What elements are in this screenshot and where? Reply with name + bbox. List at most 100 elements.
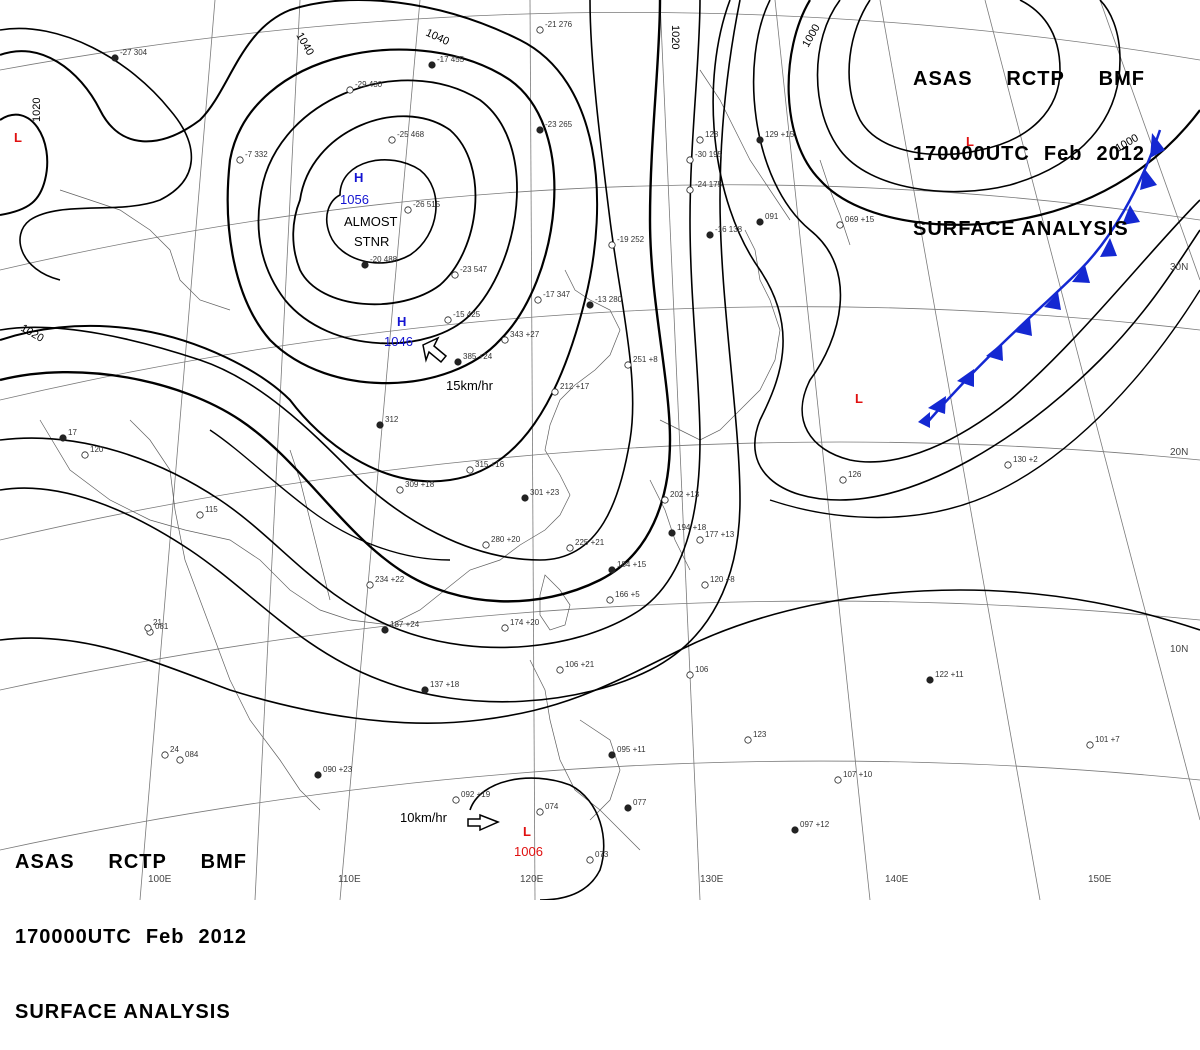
station-marker (686, 671, 694, 679)
station-label: -23 265 (545, 120, 573, 129)
station-label: 177 +13 (705, 530, 735, 539)
station-marker (59, 434, 67, 442)
lon-label: 130E (700, 874, 724, 885)
station-marker (706, 231, 714, 239)
station-label: 122 +11 (935, 670, 964, 679)
station-marker (624, 361, 632, 369)
station-label: -17 455 (437, 55, 465, 64)
station-label: 385 +24 (463, 352, 493, 361)
high-center-value: 1046 (384, 334, 413, 349)
station-marker (452, 796, 460, 804)
header-code: BMF (200, 851, 247, 873)
lon-label: 110E (338, 874, 361, 885)
station-label: 128 (705, 130, 719, 139)
station-label: 091 (765, 212, 779, 221)
header-title: SURFACE ANALYSIS (913, 218, 1129, 240)
station-label: 312 (385, 415, 399, 424)
station-label: 225 +21 (575, 538, 605, 547)
header-month: Feb (145, 926, 185, 948)
header-line-1: ASAS RCTP BMF (15, 850, 247, 875)
station-marker (608, 566, 616, 574)
station-marker (236, 156, 244, 164)
station-label: 077 (633, 798, 647, 807)
station-label: -7 332 (245, 150, 268, 159)
station-marker (81, 451, 89, 459)
station-label: 084 (185, 750, 199, 759)
station-marker (661, 496, 669, 504)
station-label: 137 +18 (430, 680, 460, 689)
station-marker (839, 476, 847, 484)
weather-chart: -27 304 -7 332 -29 430 -17 455 -25 468 -26 51… (0, 0, 1200, 900)
cold-front (918, 129, 1165, 428)
header-time: 170000UTC (15, 926, 132, 948)
station-marker (376, 421, 384, 429)
station-label: 129 +15 (765, 130, 795, 139)
graticule (0, 0, 1200, 900)
station-label: 107 +10 (843, 770, 873, 779)
station-marker (624, 804, 632, 812)
station-label: -19 252 (617, 235, 645, 244)
station-label: 280 +20 (491, 535, 521, 544)
station-marker (111, 54, 119, 62)
station-marker (346, 86, 354, 94)
station-label: 115 (205, 505, 218, 514)
station-marker (1004, 461, 1012, 469)
station-marker (366, 581, 374, 589)
station-label: -15 425 (453, 310, 481, 319)
station-label: -21 276 (545, 20, 573, 29)
lon-label: 100E (148, 874, 172, 885)
station-label: -20 488 (370, 255, 398, 264)
station-label: 194 +18 (677, 523, 707, 532)
header-year: 2012 (1096, 143, 1145, 165)
station-marker (744, 736, 752, 744)
low-center-letter: L (523, 824, 531, 839)
chart-header-top: ASAS RCTP BMF 170000UTC Feb 2012 SURFACE… (913, 17, 1145, 267)
low-center-value: 1006 (514, 844, 543, 859)
header-title: SURFACE ANALYSIS (15, 1001, 231, 1023)
station-label: -23 547 (460, 265, 488, 274)
station-marker (388, 136, 396, 144)
station-marker (421, 686, 429, 694)
isobar-label: 1020 (669, 25, 681, 49)
station-label: -26 515 (413, 200, 441, 209)
station-label: 101 +7 (1095, 735, 1120, 744)
coordinate-labels: 100E 110E 120E 130E 140E 150E 30N 20N 10… (148, 262, 1188, 885)
station-marker (836, 221, 844, 229)
station-label: -16 138 (715, 225, 743, 234)
station-label: 212 +17 (560, 382, 590, 391)
station-label: -30 195 (695, 150, 723, 159)
station-label: -29 430 (355, 80, 383, 89)
station-label: 187 +24 (390, 620, 420, 629)
station-marker (404, 206, 412, 214)
station-label: 130 +2 (1013, 455, 1038, 464)
station-label: 095 +11 (617, 745, 646, 754)
station-marker (536, 808, 544, 816)
station-marker (451, 271, 459, 279)
station-marker (501, 336, 509, 344)
station-marker (454, 358, 462, 366)
station-label: 074 (545, 802, 559, 811)
station-marker (144, 624, 152, 632)
station-marker (428, 61, 436, 69)
lon-label: 140E (885, 874, 909, 885)
header-agency: ASAS (15, 851, 75, 873)
header-line-1: ASAS RCTP BMF (913, 67, 1145, 92)
station-marker (668, 529, 676, 537)
low-center-letter: L (966, 134, 974, 149)
motion-arrows (422, 336, 500, 832)
station-label: 309 +18 (405, 480, 435, 489)
station-marker (791, 826, 799, 834)
lat-label: 10N (1170, 644, 1188, 655)
station-label: 106 +21 (565, 660, 595, 669)
station-label: 343 +27 (510, 330, 540, 339)
station-marker (482, 541, 490, 549)
station-label: 251 +8 (633, 355, 658, 364)
station-marker (756, 136, 764, 144)
station-label: 301 +23 (530, 488, 560, 497)
high-center-value: 1056 (340, 192, 369, 207)
header-time: 170000UTC (913, 143, 1030, 165)
station-marker (444, 316, 452, 324)
station-marker (196, 511, 204, 519)
station-label: -24 175 (695, 180, 723, 189)
high-center-letter: H (397, 314, 406, 329)
